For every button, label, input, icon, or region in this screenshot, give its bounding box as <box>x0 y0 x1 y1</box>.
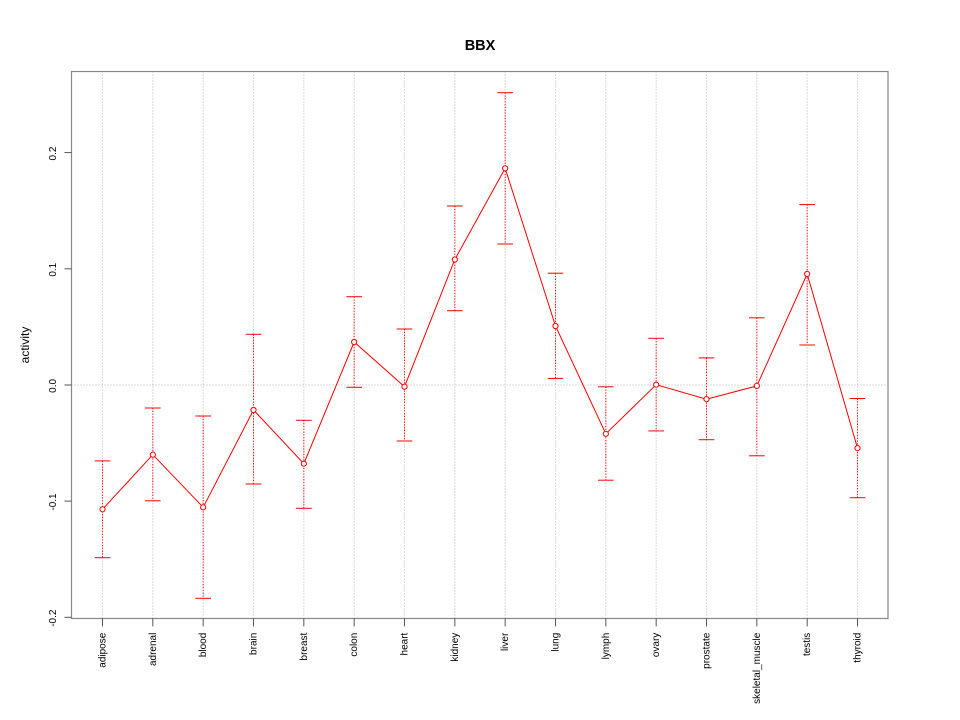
svg-text:colon: colon <box>349 633 360 657</box>
svg-text:brain: brain <box>249 633 260 655</box>
svg-text:BBX: BBX <box>465 38 496 54</box>
svg-text:-0.1: -0.1 <box>48 493 59 511</box>
svg-text:adipose: adipose <box>98 632 109 667</box>
svg-text:prostate: prostate <box>702 632 713 669</box>
svg-text:0.1: 0.1 <box>48 262 59 276</box>
svg-text:blood: blood <box>198 633 209 657</box>
svg-text:kidney: kidney <box>450 633 461 662</box>
svg-text:activity: activity <box>18 327 32 364</box>
svg-text:adrenal: adrenal <box>148 633 159 666</box>
svg-text:0.0: 0.0 <box>48 379 59 393</box>
svg-text:0.2: 0.2 <box>48 146 59 160</box>
svg-text:-0.2: -0.2 <box>48 609 59 627</box>
svg-text:breast: breast <box>299 632 310 660</box>
svg-text:lung: lung <box>551 633 562 652</box>
svg-text:skeletal_muscle: skeletal_muscle <box>752 632 763 704</box>
svg-text:heart: heart <box>400 632 411 655</box>
svg-text:lymph: lymph <box>601 633 612 660</box>
svg-text:ovary: ovary <box>651 633 662 657</box>
svg-text:testis: testis <box>802 633 813 656</box>
svg-text:liver: liver <box>500 632 511 651</box>
svg-text:thyroid: thyroid <box>853 633 864 663</box>
